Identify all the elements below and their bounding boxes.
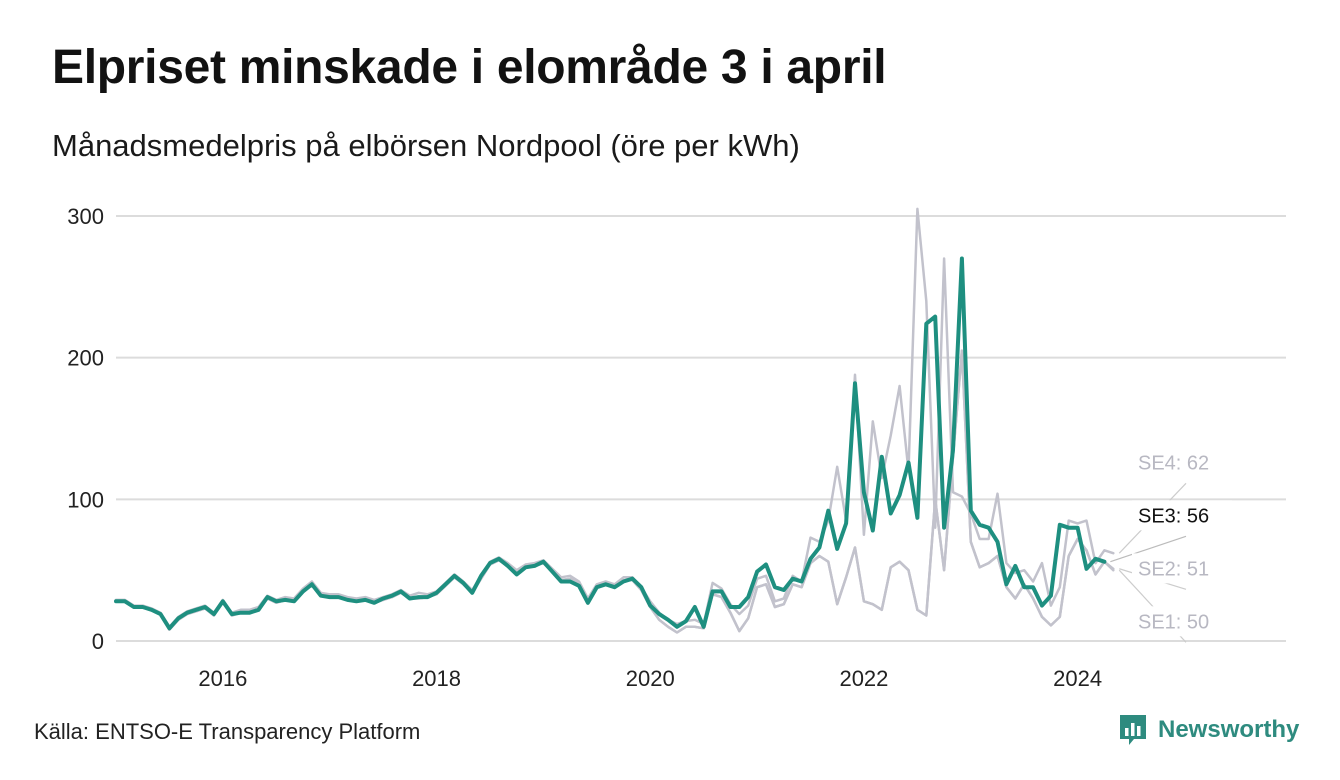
series-end-labels: SE4: 62 SE3: 56 SE2: 51 SE1: 50 — [1110, 447, 1232, 643]
x-axis-ticks: 2016 2018 2020 2022 2024 — [198, 666, 1102, 691]
x-tick-label: 2016 — [198, 666, 247, 691]
series-line-se2 — [114, 349, 1115, 634]
newsworthy-logo-icon — [1120, 715, 1146, 745]
brand-logo: Newsworthy — [1118, 713, 1299, 747]
label-backdrop — [1132, 553, 1232, 584]
label-backdrop — [1132, 606, 1232, 637]
y-tick-label: 0 — [92, 629, 104, 654]
x-tick-label: 2022 — [839, 666, 888, 691]
y-tick-label: 300 — [67, 204, 104, 229]
label-backdrop — [1132, 500, 1232, 531]
label-backdrop — [1132, 447, 1232, 478]
label-leader-se3 — [1110, 535, 1187, 563]
grid-lines — [116, 215, 1286, 642]
series-label-se3: SE3: 56 — [1138, 505, 1209, 527]
brand-name: Newsworthy — [1158, 716, 1300, 743]
series-lines — [114, 207, 1115, 634]
y-tick-label: 100 — [67, 487, 104, 512]
series-label-se2: SE2: 51 — [1138, 558, 1209, 580]
chart-title: Elpriset minskade i elområde 3 i april — [52, 41, 887, 94]
source-note: Källa: ENTSO-E Transparency Platform — [34, 719, 421, 744]
series-label-se4: SE4: 62 — [1138, 452, 1209, 474]
x-tick-label: 2020 — [626, 666, 675, 691]
x-tick-label: 2018 — [412, 666, 461, 691]
series-line-se4 — [114, 207, 1115, 629]
series-line-se3 — [114, 256, 1107, 631]
x-tick-label: 2024 — [1053, 666, 1102, 691]
chart-subtitle: Månadsmedelpris på elbörsen Nordpool (ör… — [52, 128, 800, 163]
y-axis-ticks: 0 100 200 300 — [67, 204, 104, 654]
y-tick-label: 200 — [67, 346, 104, 371]
series-label-se1: SE1: 50 — [1138, 611, 1209, 633]
